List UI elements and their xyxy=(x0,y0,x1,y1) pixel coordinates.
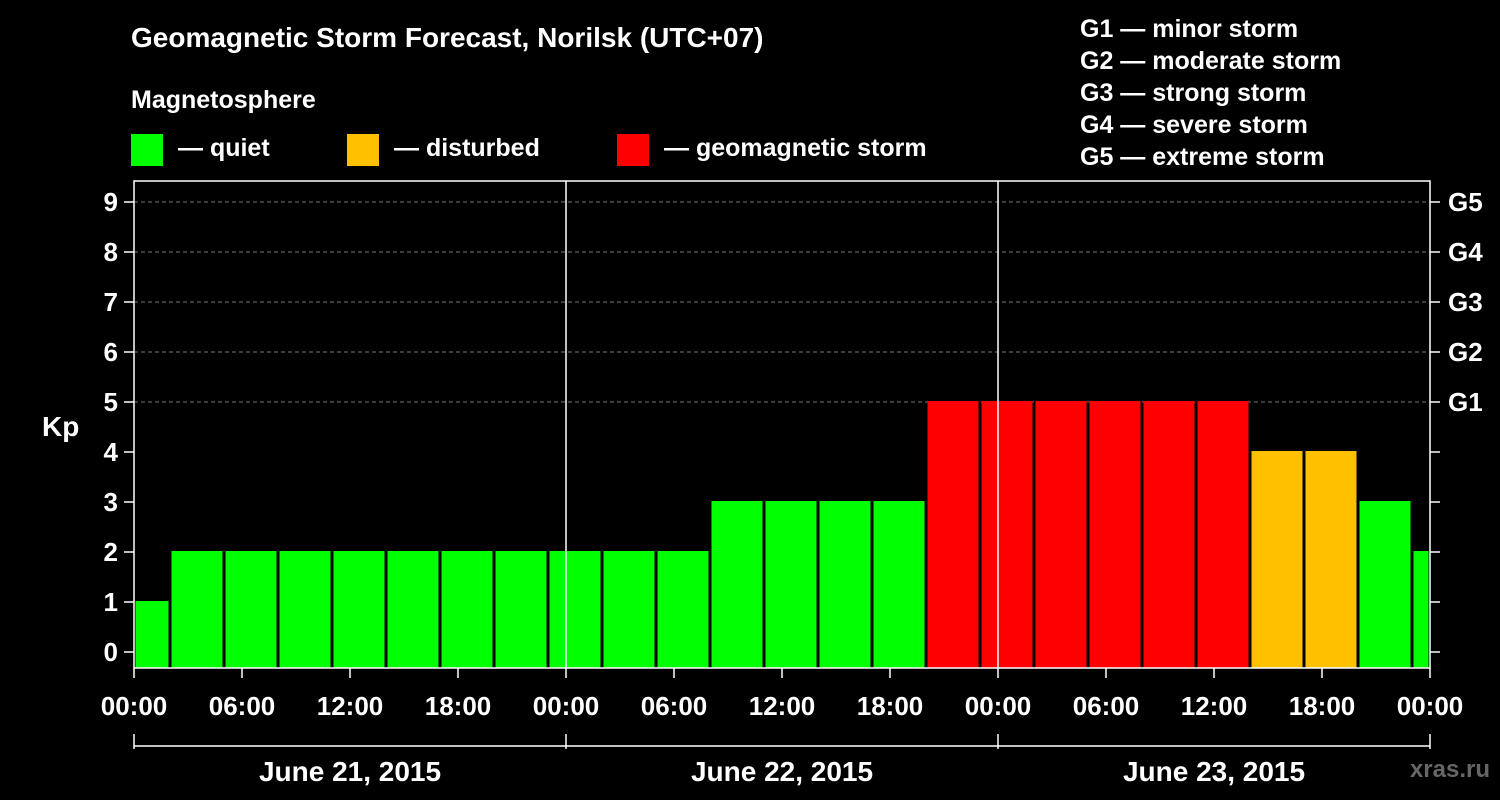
kp-bar xyxy=(927,401,979,668)
kp-bar xyxy=(603,551,655,668)
kp-bar xyxy=(1143,401,1195,668)
g-tick-label: G2 xyxy=(1448,337,1483,367)
legend-swatch-storm xyxy=(617,134,649,166)
g-tick-label: G1 xyxy=(1448,387,1483,417)
g-tick-label: G3 xyxy=(1448,287,1483,317)
kp-bar xyxy=(495,551,547,668)
y-tick-label: 0 xyxy=(104,637,118,667)
legend-label-disturbed: — disturbed xyxy=(394,134,540,162)
x-tick-label: 18:00 xyxy=(857,691,924,721)
y-axis-label: Kp xyxy=(42,411,80,442)
kp-bar xyxy=(1089,401,1141,668)
x-tick-label: 12:00 xyxy=(749,691,816,721)
legend-swatch-quiet xyxy=(131,134,163,166)
kp-bar xyxy=(657,551,709,668)
kp-bar xyxy=(279,551,331,668)
kp-bar xyxy=(1197,401,1249,668)
y-tick-label: 1 xyxy=(104,587,118,617)
x-tick-label: 18:00 xyxy=(425,691,492,721)
y-tick-label: 2 xyxy=(104,537,118,567)
kp-bar xyxy=(765,501,817,668)
x-tick-label: 00:00 xyxy=(965,691,1032,721)
kp-bar xyxy=(819,501,871,668)
y-tick-label: 5 xyxy=(104,387,118,417)
day-label: June 21, 2015 xyxy=(259,756,441,787)
kp-bar xyxy=(1305,451,1357,668)
kp-bar xyxy=(135,601,169,668)
x-tick-label: 00:00 xyxy=(533,691,600,721)
legend-swatch-disturbed xyxy=(347,134,379,166)
kp-bar xyxy=(387,551,439,668)
kp-bar xyxy=(1359,501,1411,668)
x-tick-label: 06:00 xyxy=(209,691,276,721)
y-tick-label: 4 xyxy=(104,437,119,467)
g-scale-item: G2 — moderate storm xyxy=(1080,47,1342,75)
kp-bar xyxy=(1413,551,1429,668)
kp-bar xyxy=(333,551,385,668)
kp-bar xyxy=(441,551,493,668)
kp-bar xyxy=(711,501,763,668)
g-tick-label: G5 xyxy=(1448,187,1483,217)
g-tick-label: G4 xyxy=(1448,237,1483,267)
x-tick-label: 06:00 xyxy=(1073,691,1140,721)
g-scale-item: G1 — minor storm xyxy=(1080,15,1299,43)
kp-bar xyxy=(1035,401,1087,668)
x-tick-label: 12:00 xyxy=(317,691,384,721)
kp-bar xyxy=(171,551,223,668)
day-label: June 23, 2015 xyxy=(1123,756,1305,787)
x-tick-label: 18:00 xyxy=(1289,691,1356,721)
legend-label-quiet: — quiet xyxy=(178,134,270,162)
x-tick-label: 12:00 xyxy=(1181,691,1248,721)
g-scale-item: G3 — strong storm xyxy=(1080,79,1307,107)
legend-label-storm: — geomagnetic storm xyxy=(664,134,927,162)
kp-bar xyxy=(1251,451,1303,668)
x-tick-label: 06:00 xyxy=(641,691,708,721)
y-tick-label: 8 xyxy=(104,237,118,267)
kp-bar xyxy=(981,401,1033,668)
x-tick-label: 00:00 xyxy=(101,691,168,721)
x-tick-label: 00:00 xyxy=(1397,691,1464,721)
kp-bar xyxy=(549,551,601,668)
y-tick-label: 9 xyxy=(104,187,118,217)
y-tick-label: 7 xyxy=(104,287,118,317)
magnetosphere-label: Magnetosphere xyxy=(131,86,316,114)
day-label: June 22, 2015 xyxy=(691,756,873,787)
y-tick-label: 6 xyxy=(104,337,118,367)
y-tick-label: 3 xyxy=(104,487,118,517)
kp-bar xyxy=(225,551,277,668)
kp-bar xyxy=(873,501,925,668)
g-scale-item: G5 — extreme storm xyxy=(1080,143,1325,171)
g-scale-item: G4 — severe storm xyxy=(1080,111,1308,139)
watermark: xras.ru xyxy=(1409,756,1490,783)
chart-title: Geomagnetic Storm Forecast, Norilsk (UTC… xyxy=(131,22,764,53)
